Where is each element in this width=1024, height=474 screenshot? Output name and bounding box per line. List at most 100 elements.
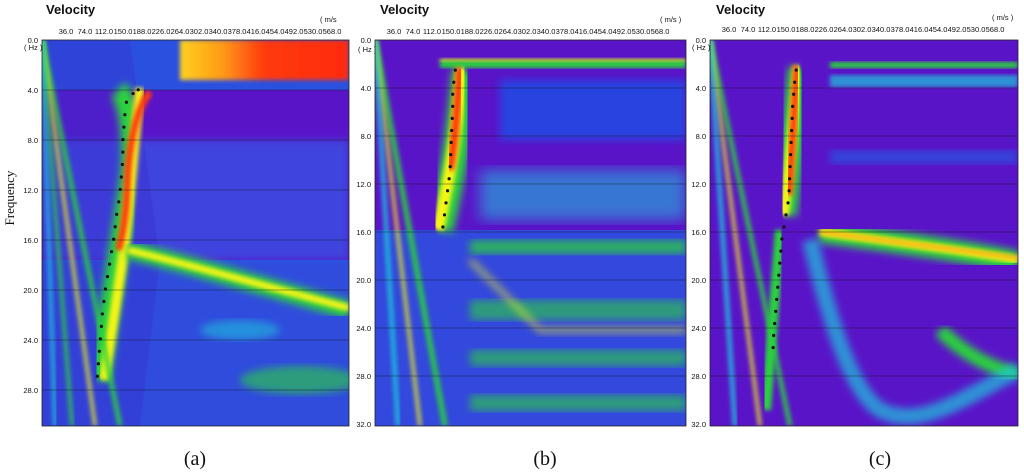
pick-point xyxy=(99,324,103,328)
pick-point xyxy=(123,113,127,117)
x-tick-label: 150.0 xyxy=(442,27,461,36)
x-tick-label: 264.0 xyxy=(834,25,853,34)
pick-point xyxy=(119,175,123,179)
panel-b-y-ticks: 0.0 4.0 8.0 12.0 16.0 20.0 24.0 28.0 32.… xyxy=(356,36,371,429)
x-tick-label: 378.0 xyxy=(556,27,575,36)
panel-c-caption: (c) xyxy=(869,448,891,470)
panel-b-caption: (b) xyxy=(533,448,556,470)
pick-point xyxy=(112,237,116,241)
panel-a-picks xyxy=(95,88,140,378)
panel-a-caption: (a) xyxy=(184,448,206,470)
pick-point xyxy=(451,104,455,108)
x-tick-label: 340.0 xyxy=(537,27,556,36)
pick-point xyxy=(452,80,456,84)
x-tick-label: 226.0 xyxy=(480,27,499,36)
y-tick-label: 28.0 xyxy=(23,386,38,395)
pick-point xyxy=(776,285,780,289)
pick-point xyxy=(445,189,450,193)
pick-point xyxy=(453,68,457,72)
y-tick-label: 32.0 xyxy=(691,420,706,429)
y-tick-label: 24.0 xyxy=(691,324,706,333)
x-tick-label: 302.0 xyxy=(190,27,209,36)
panel-c: Velocity ( m/s ) ( Hz ) 36.0 74.0 112.0 … xyxy=(691,2,1019,470)
y-tick-label: 20.0 xyxy=(23,286,38,295)
y-axis-label: Frequency xyxy=(2,170,17,225)
panel-c-title: Velocity xyxy=(716,2,766,17)
pick-point xyxy=(103,287,108,291)
pick-point xyxy=(449,140,453,145)
x-tick-label: 150.0 xyxy=(114,27,133,36)
panel-a-heatmap xyxy=(42,40,349,426)
y-tick-label: 8.0 xyxy=(28,136,38,145)
pick-point xyxy=(779,249,783,253)
pick-point xyxy=(131,91,135,96)
x-tick-label: 112.0 xyxy=(423,27,441,36)
panel-c-x-ticks: 36.0 74.0 112.0 150.0 188.0 226.0 264.0 … xyxy=(722,25,1005,34)
y-tick-label: 12.0 xyxy=(23,186,38,195)
pick-point xyxy=(788,152,793,157)
x-tick-label: 530.0 xyxy=(967,25,986,34)
panel-b-heatmap xyxy=(375,40,686,426)
x-tick-label: 226.0 xyxy=(815,25,834,34)
panel-c-y-ticks: 0.0 4.0 8.0 12.0 16.0 20.0 24.0 28.0 32.… xyxy=(691,36,706,429)
x-tick-label: 454.0 xyxy=(266,27,285,36)
pick-point xyxy=(102,299,106,304)
x-tick-label: 530.0 xyxy=(304,27,323,36)
panel-b-title: Velocity xyxy=(380,2,430,17)
y-tick-label: 16.0 xyxy=(356,228,371,237)
x-tick-label: 416.0 xyxy=(247,27,266,36)
y-tick-label: 24.0 xyxy=(356,324,371,333)
panel-c-heatmap xyxy=(710,40,1018,426)
pick-point xyxy=(782,225,786,229)
y-tick-label: 4.0 xyxy=(28,86,38,95)
pick-point xyxy=(772,333,776,338)
pick-point xyxy=(98,337,102,341)
y-tick-label: 8.0 xyxy=(696,132,706,141)
pick-point xyxy=(113,225,117,229)
pick-point xyxy=(777,273,781,277)
x-tick-label: 188.0 xyxy=(461,27,480,36)
x-tick-label: 568.0 xyxy=(323,27,342,36)
panel-a-title: Velocity xyxy=(46,2,96,17)
panel-c-y-unit: ( Hz ) xyxy=(692,43,711,52)
y-tick-label: 16.0 xyxy=(23,236,38,245)
pick-point xyxy=(451,92,455,96)
x-tick-label: 188.0 xyxy=(796,25,815,34)
pick-point xyxy=(115,212,119,216)
pick-point xyxy=(787,189,791,193)
pick-point xyxy=(121,138,125,142)
panel-c-picks xyxy=(771,68,798,350)
pick-point xyxy=(444,201,448,205)
x-tick-label: 36.0 xyxy=(387,27,402,36)
pick-point xyxy=(95,374,99,378)
y-tick-label: 0.0 xyxy=(696,36,706,45)
x-tick-label: 416.0 xyxy=(575,27,594,36)
x-tick-label: 568.0 xyxy=(651,27,670,36)
x-tick-label: 302.0 xyxy=(518,27,537,36)
y-tick-label: 28.0 xyxy=(356,372,371,381)
pick-point xyxy=(792,92,796,96)
pick-point xyxy=(136,88,140,92)
panel-a-x-unit: ( m/s xyxy=(320,15,337,24)
x-tick-label: 226.0 xyxy=(152,27,171,36)
y-tick-label: 8.0 xyxy=(361,132,371,141)
pick-point xyxy=(97,349,101,353)
pick-point xyxy=(787,177,792,181)
pick-point xyxy=(100,312,104,316)
pick-point xyxy=(775,297,779,301)
pick-point xyxy=(790,116,794,121)
pick-point xyxy=(117,200,121,204)
y-tick-label: 0.0 xyxy=(28,36,38,45)
x-tick-label: 302.0 xyxy=(853,25,872,34)
pick-point xyxy=(449,152,453,157)
y-tick-label: 0.0 xyxy=(361,36,371,45)
pick-point xyxy=(771,345,775,350)
x-tick-label: 492.0 xyxy=(613,27,632,36)
y-tick-label: 12.0 xyxy=(356,180,371,189)
pick-point xyxy=(447,177,451,181)
y-tick-label: 16.0 xyxy=(691,228,706,237)
x-tick-label: 74.0 xyxy=(406,27,421,36)
panel-a-x-ticks: 36.0 74.0 112.0 150.0 188.0 226.0 264.0 … xyxy=(59,27,342,36)
pick-point xyxy=(109,250,114,254)
